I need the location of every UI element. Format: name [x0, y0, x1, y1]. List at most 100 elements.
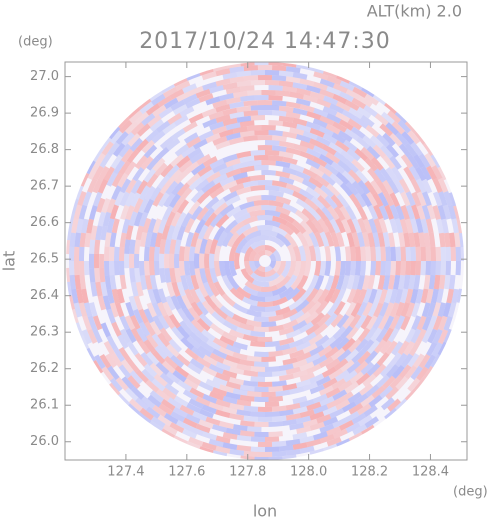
echo-cell [268, 395, 284, 402]
echo-cell [356, 136, 371, 150]
echo-cell [125, 328, 137, 344]
echo-cell [185, 413, 201, 424]
echo-cell [229, 413, 245, 421]
echo-cell [275, 160, 291, 169]
echo-cell [292, 107, 308, 116]
echo-cell [437, 177, 449, 193]
echo-cell [89, 239, 96, 254]
echo-cell [116, 115, 131, 129]
echo-cell [382, 327, 394, 343]
echo-cell [157, 288, 168, 304]
echo-cell [194, 178, 210, 192]
echo-cell [253, 199, 269, 206]
echo-cell [435, 246, 441, 261]
echo-cell [289, 422, 304, 431]
echo-cell [278, 70, 294, 78]
echo-cell [460, 246, 464, 261]
echo-cell [398, 178, 411, 194]
echo-cell [133, 309, 144, 324]
echo-cell [129, 239, 136, 254]
echo-cell [346, 232, 355, 248]
echo-cell [374, 168, 387, 183]
echo-cell [94, 268, 101, 283]
echo-cell [322, 133, 338, 145]
echo-cell [188, 177, 203, 191]
echo-cell [215, 361, 231, 372]
echo-cell [185, 319, 199, 334]
echo-cell [116, 288, 125, 304]
echo-cell [332, 325, 347, 340]
echo-cell [432, 315, 443, 331]
echo-cell [155, 361, 170, 376]
echo-cell [188, 426, 204, 437]
echo-cell [125, 301, 135, 317]
echo-cell [315, 174, 330, 188]
echo-cell [326, 398, 342, 409]
echo-cell [199, 238, 208, 254]
echo-cell [159, 253, 165, 269]
echo-cell [221, 293, 236, 307]
echo-cell [335, 275, 345, 291]
echo-cell [125, 178, 137, 194]
echo-cell [356, 231, 365, 247]
echo-cell [225, 381, 241, 390]
echo-cell [236, 409, 252, 417]
echo-cell [353, 116, 369, 129]
echo-cell [168, 338, 182, 353]
echo-cell [109, 377, 123, 392]
echo-cell [319, 385, 334, 396]
echo-cell [106, 288, 115, 304]
echo-cell [233, 90, 248, 98]
echo-cell [400, 191, 411, 207]
echo-cell [229, 261, 238, 277]
echo-cell [180, 337, 195, 351]
echo-cell [168, 314, 181, 329]
echo-cell [295, 340, 311, 352]
echo-cell [109, 302, 119, 318]
echo-cell [68, 246, 75, 261]
echo-cell [382, 375, 396, 390]
echo-cell [201, 404, 217, 415]
echo-cell [398, 364, 412, 379]
echo-cell [352, 86, 368, 98]
echo-cell [157, 332, 170, 347]
echo-cell [147, 288, 157, 304]
echo-cell [418, 232, 426, 247]
echo-cell [379, 167, 392, 183]
echo-cell [357, 403, 372, 416]
echo-cell [188, 436, 204, 447]
echo-cell [129, 253, 135, 269]
echo-cell [92, 315, 103, 331]
echo-cell [118, 347, 131, 362]
x-tick-label: 128.4 [412, 465, 449, 480]
echo-cell [242, 180, 258, 188]
echo-cell [272, 145, 287, 152]
echo-cell [223, 261, 232, 277]
echo-cell [410, 288, 419, 304]
echo-cell [172, 104, 188, 116]
echo-cell [229, 221, 245, 235]
echo-cell [275, 206, 291, 216]
echo-cell [282, 203, 298, 214]
echo-cell [92, 191, 103, 207]
echo-cell [432, 302, 441, 317]
echo-cell [222, 72, 238, 80]
echo-cell [162, 424, 178, 436]
echo-cell [185, 275, 195, 291]
echo-cell [366, 362, 381, 377]
echo-cell [92, 328, 103, 344]
echo-cell [309, 91, 325, 101]
echo-cell [235, 186, 252, 196]
echo-cell [225, 391, 241, 400]
echo-cell [261, 391, 276, 398]
echo-cell [249, 294, 265, 303]
echo-cell [382, 179, 394, 195]
echo-cell [339, 205, 351, 221]
echo-cell [282, 308, 298, 319]
echo-cell [346, 360, 361, 374]
echo-cell [395, 205, 405, 221]
echo-cell [285, 147, 301, 156]
echo-cell [325, 123, 341, 135]
echo-cell [430, 288, 439, 304]
echo-cell [89, 205, 98, 220]
